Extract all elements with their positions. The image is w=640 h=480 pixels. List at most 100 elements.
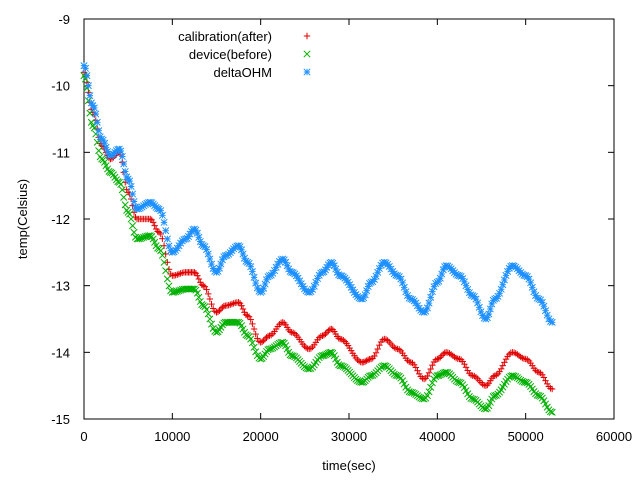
- legend-marker: [303, 32, 311, 40]
- data-point: [506, 350, 513, 358]
- data-point: [255, 338, 263, 345]
- data-point: [414, 367, 421, 374]
- data-point: [497, 285, 505, 293]
- data-point: [118, 152, 126, 161]
- data-point: [205, 290, 212, 298]
- data-point: [548, 385, 556, 393]
- data-point: [86, 109, 94, 117]
- data-point: [413, 302, 422, 310]
- data-point: [206, 315, 214, 323]
- data-point: [129, 190, 137, 198]
- data-point: [228, 300, 236, 308]
- data-point: [497, 365, 505, 373]
- data-point: [372, 349, 380, 357]
- data-point: [435, 355, 443, 362]
- legend: calibration(after) device(before) deltaOHM: [178, 29, 311, 80]
- data-point: [289, 329, 297, 336]
- data-point: [247, 316, 254, 323]
- data-point: [204, 250, 212, 258]
- data-point: [252, 348, 260, 356]
- data-point: [93, 118, 101, 126]
- data-point: [486, 305, 494, 313]
- data-point: [90, 124, 98, 132]
- data-point: [462, 364, 470, 371]
- data-point: [248, 268, 256, 276]
- data-point: [440, 350, 447, 358]
- data-point: [95, 147, 103, 155]
- data-point: [206, 255, 214, 263]
- data-point: [211, 308, 219, 315]
- data-point: [162, 227, 170, 235]
- data-point: [320, 332, 328, 339]
- data-point: [84, 82, 92, 90]
- x-tick-label: 50000: [508, 429, 544, 444]
- data-point: [307, 345, 315, 352]
- data-point: [501, 359, 508, 366]
- data-point: [157, 207, 165, 215]
- data-point: [485, 310, 493, 318]
- y-tick-label: -12: [51, 212, 70, 227]
- data-point: [120, 160, 128, 168]
- x-tick-label: 30000: [331, 429, 367, 444]
- data-point: [239, 305, 247, 313]
- x-axis-label: time(sec): [322, 458, 375, 473]
- y-tick-label: -13: [51, 279, 70, 294]
- y-tick-label: -14: [51, 345, 70, 360]
- data-point: [355, 357, 363, 365]
- data-point: [325, 327, 332, 334]
- data-point: [86, 92, 94, 100]
- data-point: [291, 330, 298, 337]
- data-point: [215, 264, 223, 272]
- data-point: [127, 215, 135, 223]
- legend-label: device(before): [189, 47, 272, 62]
- data-point: [548, 318, 556, 326]
- data-point: [130, 228, 138, 236]
- data-point: [261, 335, 269, 343]
- data-point: [374, 345, 381, 353]
- data-point: [425, 369, 433, 377]
- data-point: [405, 358, 413, 366]
- data-point: [165, 282, 173, 290]
- data-point: [546, 408, 555, 416]
- data-point: [123, 186, 130, 193]
- plot-frame: [83, 18, 615, 420]
- data-point: [384, 337, 391, 344]
- data-point: [157, 247, 165, 255]
- data-point: [499, 362, 506, 369]
- data-point: [120, 193, 128, 201]
- data-point: [267, 345, 275, 353]
- data-point: [250, 325, 258, 333]
- data-point: [490, 373, 497, 380]
- x-axis: 0 10000 20000 30000 40000 50000 60000: [80, 19, 632, 444]
- data-point: [158, 251, 166, 259]
- data-point: [496, 368, 503, 375]
- data-point: [252, 279, 260, 287]
- data-point: [428, 288, 436, 296]
- data-point: [349, 286, 357, 294]
- y-tick-label: -15: [51, 412, 70, 427]
- data-point: [194, 272, 201, 279]
- data-point: [244, 312, 251, 319]
- data-point: [408, 389, 417, 397]
- data-point: [441, 369, 449, 377]
- data-point: [510, 372, 518, 380]
- data-point: [160, 218, 168, 226]
- data-point: [203, 306, 211, 314]
- data-point: [121, 167, 129, 176]
- data-point: [175, 270, 183, 278]
- series-calibration(after): [80, 69, 556, 393]
- data-point: [364, 356, 372, 364]
- data-point: [255, 354, 263, 362]
- data-point: [92, 110, 100, 118]
- data-point: [301, 342, 308, 350]
- data-point: [83, 72, 91, 80]
- data-point: [162, 267, 170, 275]
- data-point: [483, 314, 491, 322]
- data-point: [427, 383, 435, 391]
- data-point: [195, 293, 203, 301]
- data-point: [149, 219, 157, 226]
- y-tick-label: -11: [52, 145, 70, 160]
- data-point: [204, 310, 212, 318]
- legend-marker: [303, 68, 311, 76]
